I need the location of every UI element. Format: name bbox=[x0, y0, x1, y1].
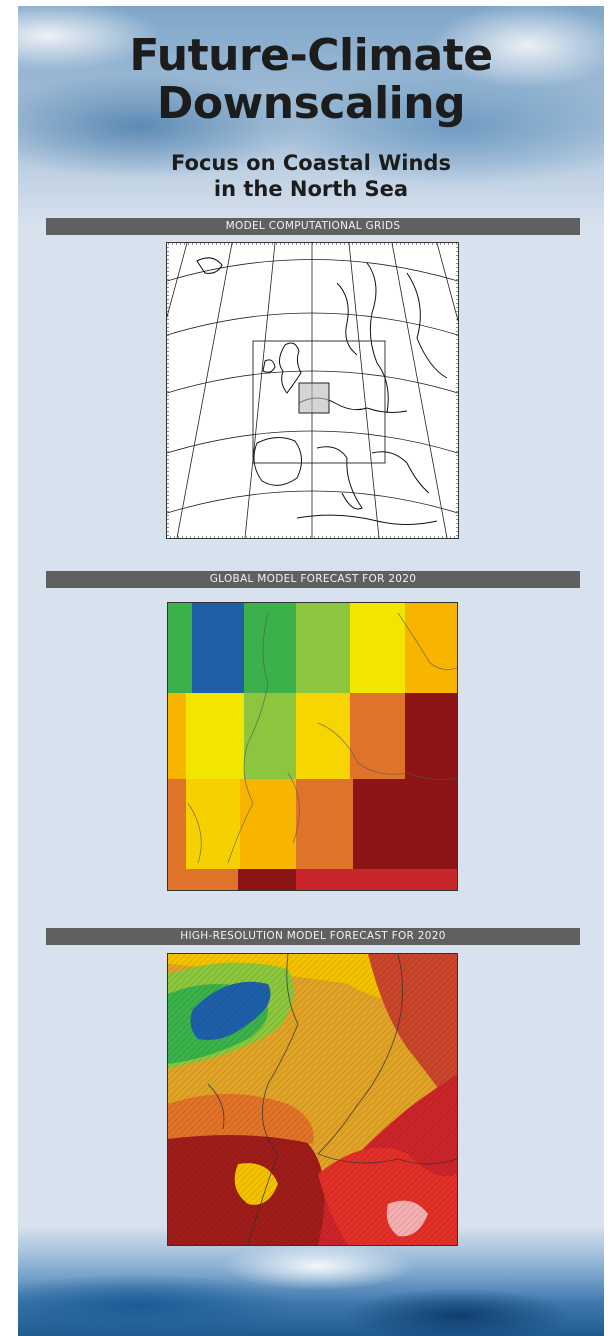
section-heading-grids: MODEL COMPUTATIONAL GRIDS bbox=[46, 218, 580, 235]
section-heading-global: GLOBAL MODEL FORECAST FOR 2020 bbox=[46, 571, 580, 588]
poster: Future-Climate Downscaling Focus on Coas… bbox=[18, 6, 604, 1336]
coarse-grid-cells bbox=[168, 603, 457, 890]
longitude-lines bbox=[167, 243, 458, 538]
wind-vector-hatching bbox=[168, 954, 457, 1245]
nested-domain-box bbox=[298, 382, 330, 414]
poster-subtitle-line1: Focus on Coastal Winds bbox=[171, 151, 451, 175]
global-model-forecast-map bbox=[167, 602, 458, 891]
poster-subtitle-line2: in the North Sea bbox=[213, 177, 409, 201]
poster-title-line2: Downscaling bbox=[156, 78, 466, 129]
coastline-overlay-highres bbox=[207, 954, 457, 1245]
poster-title-line1: Future-Climate bbox=[129, 30, 493, 81]
regional-domain-box bbox=[252, 340, 386, 464]
coastline-overlay bbox=[187, 612, 457, 864]
sky-header-image bbox=[18, 6, 604, 226]
section-heading-highres: HIGH-RESOLUTION MODEL FORECAST FOR 2020 bbox=[46, 928, 580, 945]
global-forecast-svg bbox=[168, 603, 457, 890]
highres-forecast-svg bbox=[168, 954, 457, 1245]
coastlines bbox=[196, 257, 448, 525]
computational-grids-map bbox=[166, 242, 459, 539]
high-resolution-forecast-map bbox=[167, 953, 458, 1246]
grids-map-svg bbox=[167, 243, 458, 538]
